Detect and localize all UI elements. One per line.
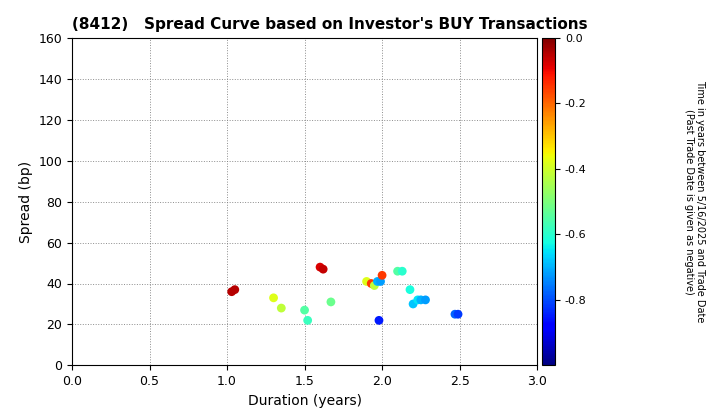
Point	[315, 264, 326, 270]
X-axis label: Duration (years): Duration (years)	[248, 394, 361, 408]
Point	[325, 299, 337, 305]
Point	[276, 305, 287, 312]
Point	[369, 282, 380, 289]
Point	[420, 297, 431, 303]
Point	[372, 278, 383, 285]
Point	[318, 266, 329, 273]
Point	[397, 268, 408, 275]
Point	[375, 278, 387, 285]
Point	[452, 311, 464, 318]
Point	[268, 294, 279, 301]
Y-axis label: Time in years between 5/16/2025 and Trade Date
(Past Trade Date is given as nega: Time in years between 5/16/2025 and Trad…	[684, 80, 706, 323]
Point	[392, 268, 403, 275]
Text: (8412)   Spread Curve based on Investor's BUY Transactions: (8412) Spread Curve based on Investor's …	[72, 18, 588, 32]
Point	[366, 280, 377, 287]
Point	[415, 297, 426, 303]
Point	[361, 278, 372, 285]
Y-axis label: Spread (bp): Spread (bp)	[19, 160, 33, 243]
Point	[229, 286, 240, 293]
Point	[408, 301, 419, 307]
Point	[302, 317, 313, 324]
Point	[449, 311, 461, 318]
Point	[226, 288, 238, 295]
Point	[299, 307, 310, 313]
Point	[373, 317, 384, 324]
Point	[377, 272, 388, 279]
Point	[404, 286, 415, 293]
Point	[412, 297, 423, 303]
